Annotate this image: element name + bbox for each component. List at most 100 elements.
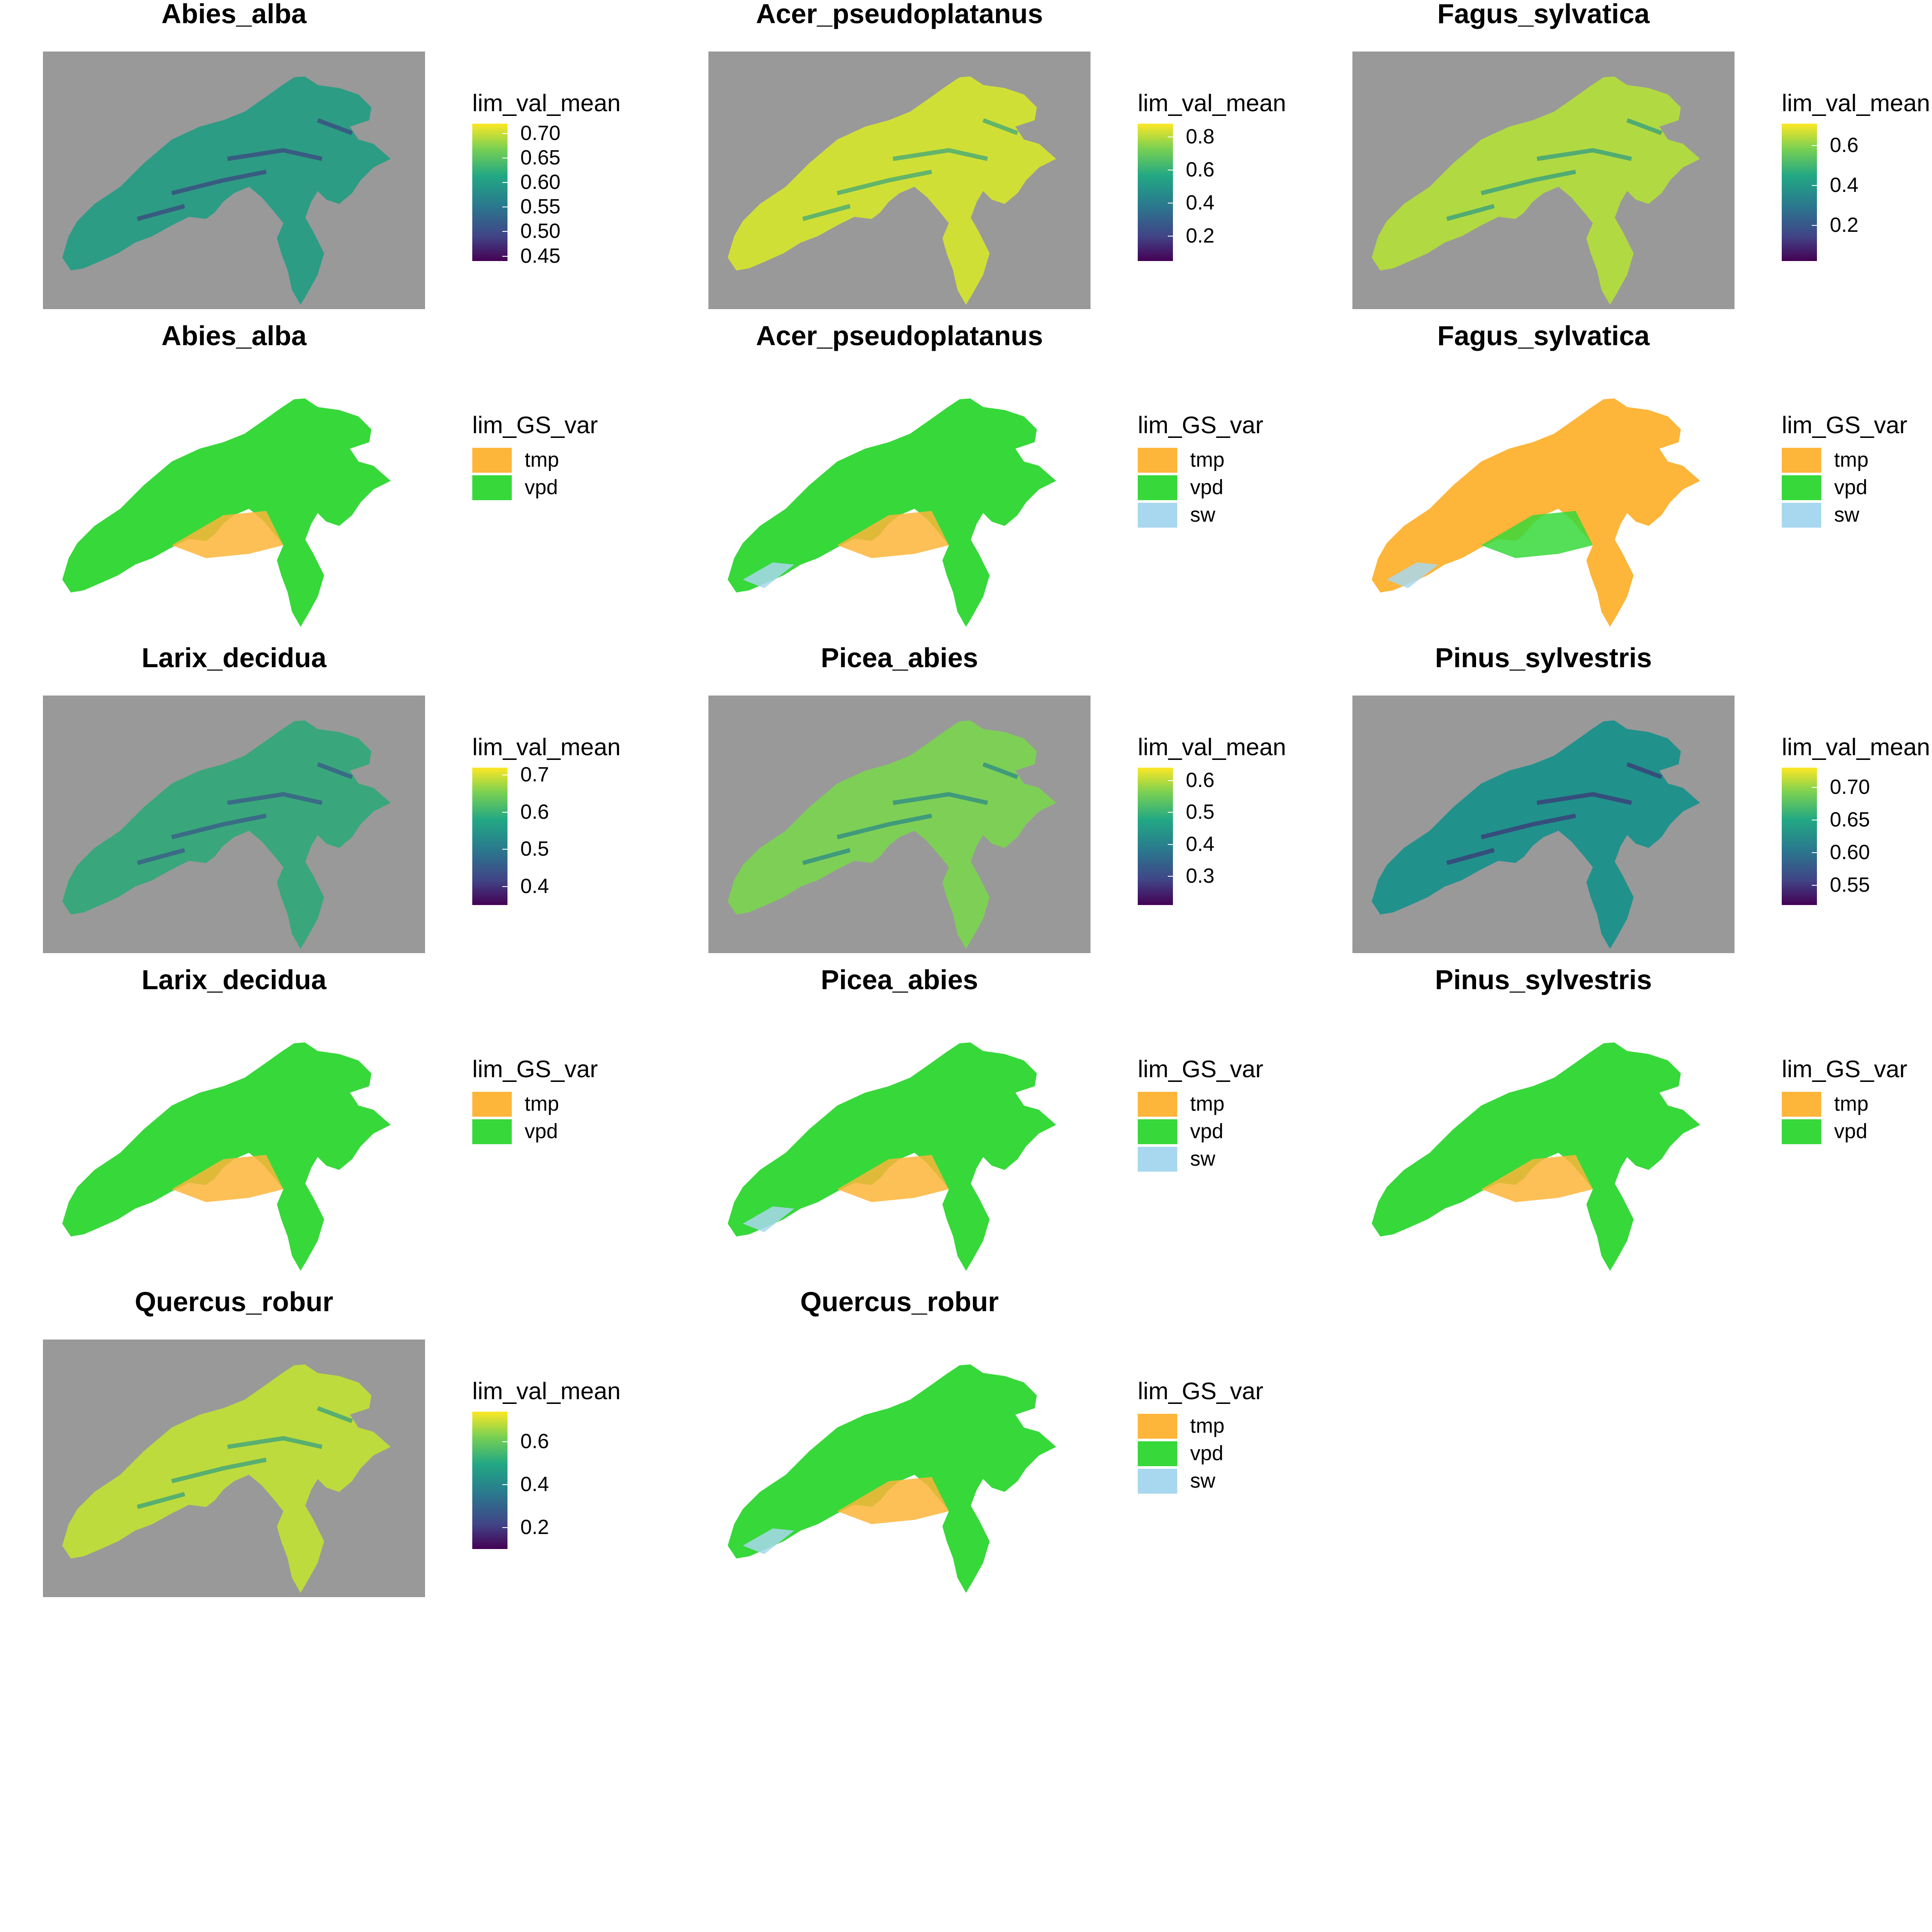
class-patch-tmp xyxy=(172,511,283,558)
map-panel: Acer_pseudoplatanus lim_GS_var tmp vpd sw xyxy=(665,322,1309,644)
tick-label: 0.3 xyxy=(1186,865,1215,888)
tick-label: 0.60 xyxy=(1830,841,1870,864)
tick-mark xyxy=(1812,885,1817,886)
legend-swatch xyxy=(1138,448,1177,473)
valley-streak xyxy=(137,204,185,221)
map-panel: Larix_decidua lim_val_mean 0.7 0.6 0.5 0.4 xyxy=(0,644,644,966)
southern-valley-shape xyxy=(942,859,990,949)
legend-key-tmp: tmp xyxy=(472,447,644,474)
tick-label: 0.45 xyxy=(520,244,561,267)
tick-mark xyxy=(1812,852,1817,854)
legend-key-tmp: tmp xyxy=(1138,1413,1309,1440)
tick-mark xyxy=(502,1527,507,1528)
legend-swatch xyxy=(1782,448,1821,473)
legend-swatch xyxy=(472,475,512,500)
legend-swatch xyxy=(472,1092,512,1117)
country-shape xyxy=(1372,76,1700,270)
valley-streak xyxy=(137,1492,185,1509)
tick-mark xyxy=(502,886,507,887)
tick-mark xyxy=(1168,780,1173,781)
valley-streak xyxy=(836,814,932,839)
legend: lim_val_mean 0.8 0.6 0.4 0.2 xyxy=(1138,90,1309,261)
legend-key-vpd: vpd xyxy=(1782,1118,1932,1145)
switzerland-map xyxy=(1372,398,1700,627)
legend-label: sw xyxy=(1190,1470,1215,1492)
class-patch-sw xyxy=(743,562,794,588)
panel-title: Larix_decidua xyxy=(141,642,327,673)
tick-label: 0.4 xyxy=(1830,173,1859,197)
legend-swatch xyxy=(1138,503,1177,528)
southern-valley-shape xyxy=(942,1181,990,1271)
legend-title: lim_val_mean xyxy=(472,89,621,116)
switzerland-map xyxy=(62,76,391,305)
tick-mark xyxy=(502,1484,507,1485)
colorbar-wrap: 0.7 0.6 0.5 0.4 xyxy=(472,764,644,905)
legend-swatch xyxy=(1138,1147,1177,1172)
legend-key-sw: sw xyxy=(1138,1145,1309,1173)
legend-key-tmp: tmp xyxy=(1138,1091,1309,1118)
legend-swatch xyxy=(1138,1441,1177,1466)
legend-label: sw xyxy=(1190,504,1215,526)
valley-streak xyxy=(137,848,185,865)
southern-valley-shape xyxy=(1586,537,1634,627)
legend: lim_GS_var tmp vpd xyxy=(1782,1056,1932,1145)
panel-title: Picea_abies xyxy=(820,964,978,995)
tick-label: 0.4 xyxy=(1186,832,1215,856)
switzerland-map xyxy=(728,1042,1056,1271)
colorbar xyxy=(1138,124,1173,261)
colorbar-wrap: 0.8 0.6 0.4 0.2 xyxy=(1138,124,1309,261)
tick-mark xyxy=(1168,876,1173,877)
tick-mark xyxy=(502,182,507,183)
tick-mark xyxy=(502,811,507,813)
legend-title: lim_GS_var xyxy=(1782,411,1908,438)
colorbar-wrap: 0.6 0.4 0.2 xyxy=(472,1412,644,1549)
southern-valley-shape xyxy=(1586,215,1634,305)
valley-streak xyxy=(836,170,932,195)
valley-streak xyxy=(171,1458,267,1483)
southern-valley-shape xyxy=(942,1503,990,1593)
valley-streak xyxy=(1446,204,1495,221)
panel-title: Abies_alba xyxy=(161,320,307,351)
legend: lim_val_mean 0.6 0.4 0.2 xyxy=(1782,90,1932,261)
legend-label: vpd xyxy=(525,476,558,499)
tick-mark xyxy=(1812,787,1817,788)
tick-label: 0.5 xyxy=(1186,801,1215,824)
legend-swatch xyxy=(1138,475,1177,500)
southern-valley-shape xyxy=(277,537,324,627)
legend: lim_GS_var tmp vpd sw xyxy=(1782,412,1932,529)
legend-key-sw: sw xyxy=(1138,501,1309,529)
legend-title: lim_val_mean xyxy=(1138,89,1286,116)
panel-title: Pinus_sylvestris xyxy=(1435,642,1652,673)
legend-swatch xyxy=(472,448,512,473)
legend-label: vpd xyxy=(1190,1120,1224,1143)
legend-label: vpd xyxy=(1190,476,1224,499)
tick-mark xyxy=(1168,844,1173,845)
legend-title: lim_GS_var xyxy=(1138,1055,1264,1082)
switzerland-map xyxy=(62,720,391,949)
legend-title: lim_val_mean xyxy=(1782,89,1930,116)
legend: lim_GS_var tmp vpd xyxy=(472,412,644,501)
tick-label: 0.8 xyxy=(1186,125,1215,148)
tick-label: 0.4 xyxy=(520,1473,549,1496)
legend-label: sw xyxy=(1190,1148,1215,1170)
legend-label: tmp xyxy=(525,1093,559,1115)
class-patch-tmp xyxy=(172,1155,283,1202)
country-shape xyxy=(728,76,1056,270)
switzerland-map xyxy=(1372,720,1700,949)
tick-label: 0.55 xyxy=(520,195,561,219)
valley-streak xyxy=(1480,170,1576,195)
valley-streak xyxy=(171,170,267,195)
legend-swatch xyxy=(1782,503,1821,528)
southern-valley-shape xyxy=(277,215,324,305)
legend-label: vpd xyxy=(1190,1442,1224,1465)
tick-label: 0.50 xyxy=(520,220,561,243)
switzerland-map xyxy=(1372,76,1700,305)
southern-valley-shape xyxy=(942,537,990,627)
legend-swatch xyxy=(1138,1092,1177,1117)
country-shape xyxy=(62,76,391,270)
legend-keys: tmp vpd sw xyxy=(1138,1413,1309,1495)
tick-label: 0.65 xyxy=(520,146,561,169)
map-panel: Fagus_sylvatica lim_GS_var tmp vpd sw xyxy=(1309,322,1932,644)
country-shape xyxy=(728,1042,1056,1236)
